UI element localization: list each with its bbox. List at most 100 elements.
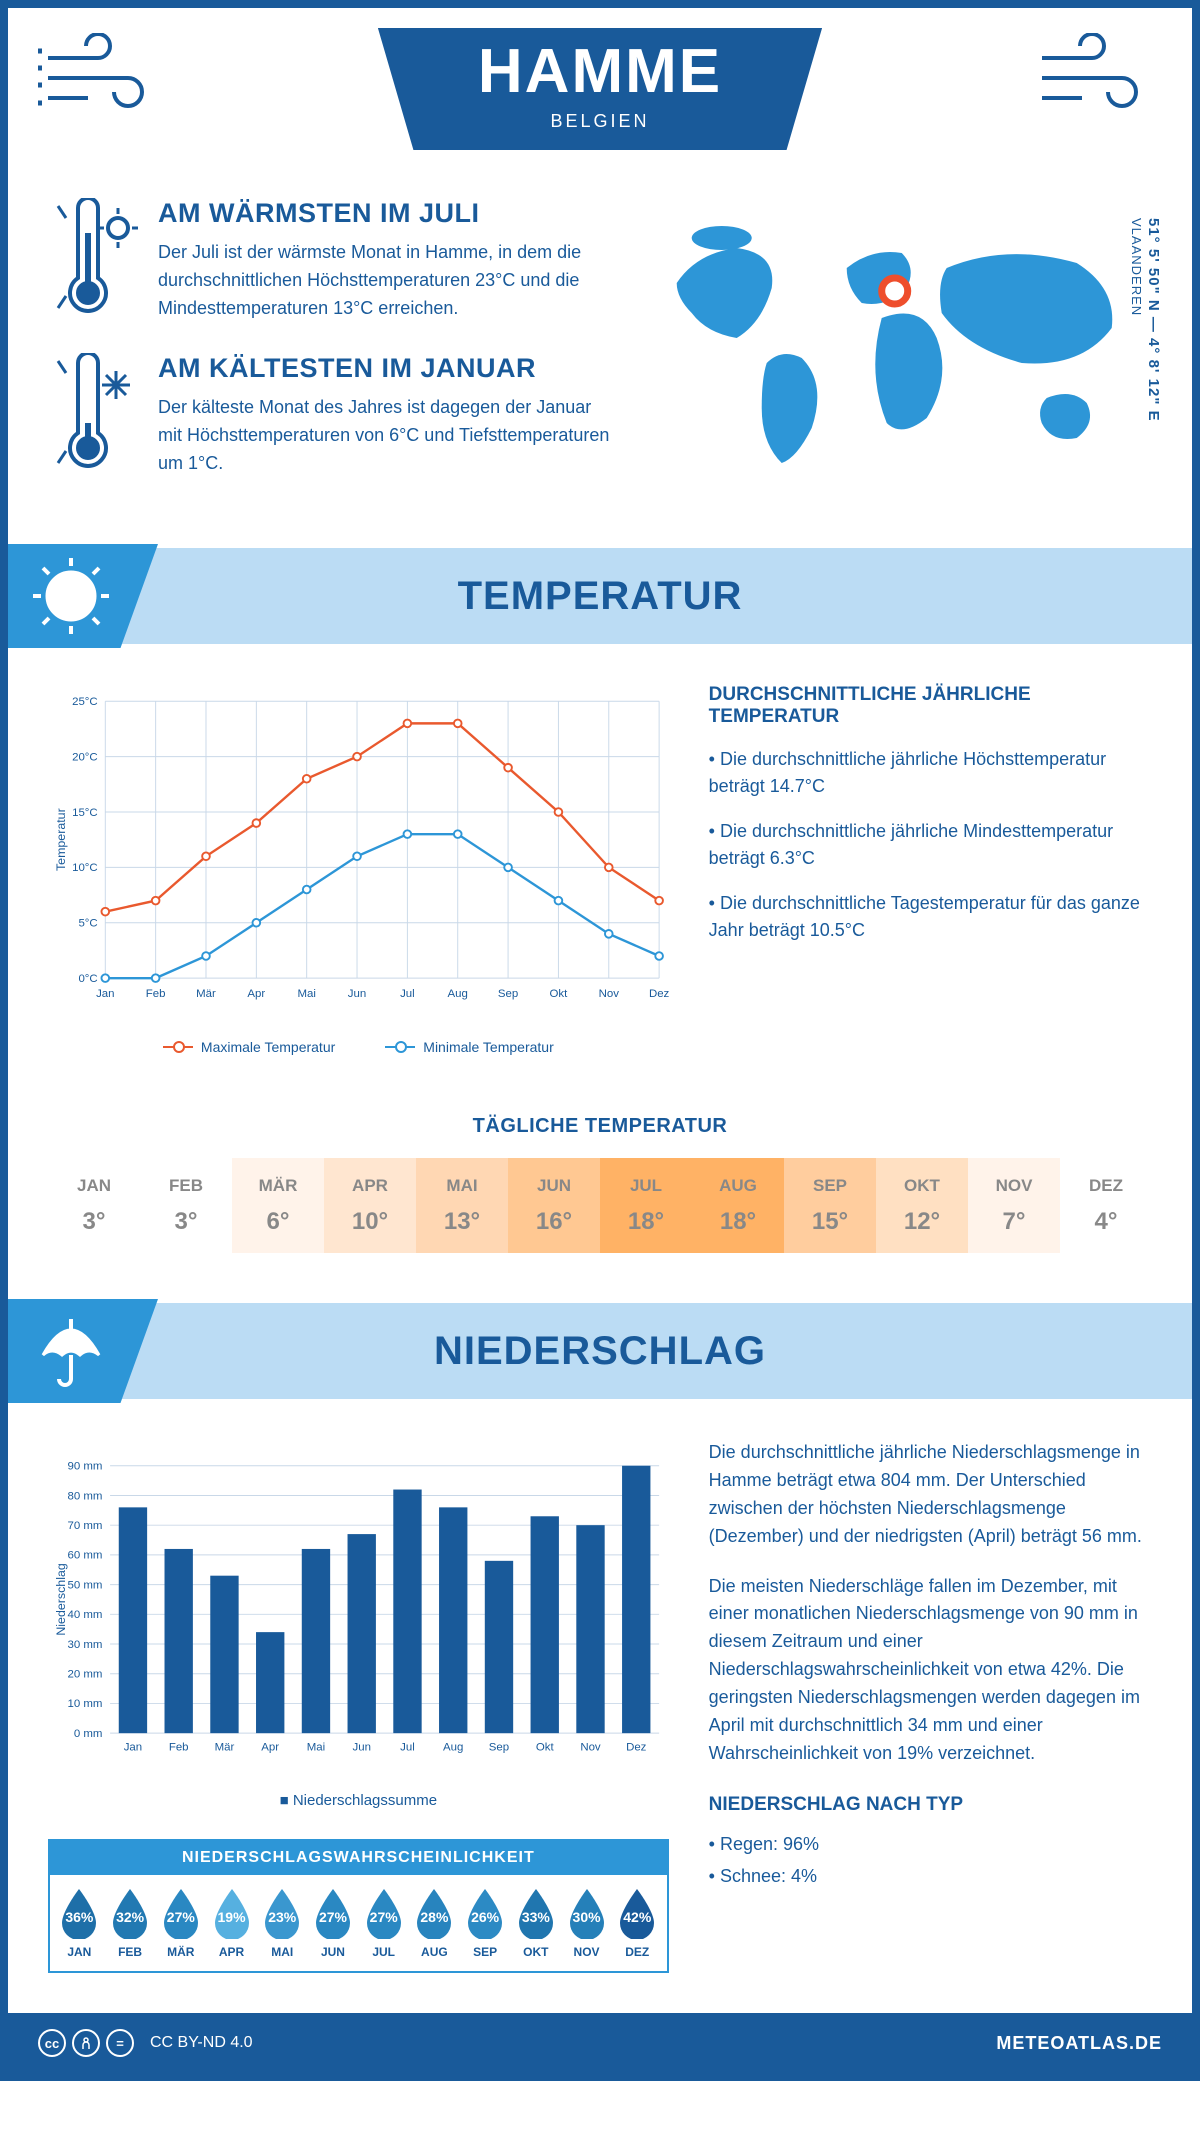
prob-cell: 36% JAN — [56, 1887, 103, 1959]
infographic-page: HAMME BELGIEN AM WÄRMSTEN IM JULI Der Ju… — [0, 0, 1200, 2081]
header: HAMME BELGIEN — [8, 8, 1192, 178]
daily-cell: MAI13° — [416, 1158, 508, 1253]
svg-text:Jul: Jul — [400, 1741, 415, 1753]
thermometer-cold-icon — [48, 353, 138, 478]
daily-cell: OKT12° — [876, 1158, 968, 1253]
city-title: HAMME — [478, 36, 722, 107]
daily-temp-table: JAN3°FEB3°MÄR6°APR10°MAI13°JUN16°JUL18°A… — [48, 1158, 1152, 1253]
svg-text:Okt: Okt — [550, 988, 569, 1000]
prob-cell: 30% NOV — [563, 1887, 610, 1959]
svg-text:10°C: 10°C — [72, 862, 98, 874]
precip-probability-box: NIEDERSCHLAGSWAHRSCHEINLICHKEIT 36% JAN … — [48, 1839, 669, 1973]
temperature-banner: TEMPERATUR — [8, 548, 1192, 644]
svg-text:20°C: 20°C — [72, 751, 98, 763]
svg-text:25°C: 25°C — [72, 696, 98, 708]
prob-cell: 27% JUN — [310, 1887, 357, 1959]
svg-text:Temperatur: Temperatur — [54, 808, 68, 871]
prob-cell: 19% APR — [208, 1887, 255, 1959]
svg-text:30 mm: 30 mm — [67, 1639, 102, 1651]
precip-title: NIEDERSCHLAG — [434, 1329, 766, 1374]
svg-text:0 mm: 0 mm — [74, 1728, 103, 1740]
svg-text:90 mm: 90 mm — [67, 1461, 102, 1473]
svg-text:Apr: Apr — [247, 988, 265, 1000]
svg-text:Sep: Sep — [498, 988, 518, 1000]
svg-text:Mär: Mär — [196, 988, 216, 1000]
svg-text:Feb: Feb — [169, 1741, 189, 1753]
svg-text:5°C: 5°C — [78, 918, 97, 930]
svg-text:70 mm: 70 mm — [67, 1520, 102, 1532]
wind-icon — [38, 33, 168, 128]
coldest-text: Der kälteste Monat des Jahres ist dagege… — [158, 394, 611, 478]
svg-text:15°C: 15°C — [72, 807, 98, 819]
svg-text:Mai: Mai — [297, 988, 315, 1000]
daily-cell: AUG18° — [692, 1158, 784, 1253]
svg-text:Jan: Jan — [96, 988, 114, 1000]
cc-icon: cc — [38, 2029, 66, 2057]
svg-text:Apr: Apr — [261, 1741, 279, 1753]
daily-cell: JUL18° — [600, 1158, 692, 1253]
svg-text:Sep: Sep — [489, 1741, 509, 1753]
svg-text:Aug: Aug — [448, 988, 468, 1000]
sun-icon — [8, 544, 158, 648]
svg-text:Mai: Mai — [307, 1741, 325, 1753]
prob-cell: 42% DEZ — [614, 1887, 661, 1959]
daily-cell: FEB3° — [140, 1158, 232, 1253]
svg-text:Dez: Dez — [649, 988, 669, 1000]
temperature-title: TEMPERATUR — [458, 574, 743, 619]
precip-banner: NIEDERSCHLAG — [8, 1303, 1192, 1399]
by-icon — [72, 2029, 100, 2057]
svg-text:Okt: Okt — [536, 1741, 555, 1753]
temperature-summary: DURCHSCHNITTLICHE JÄHRLICHE TEMPERATUR •… — [709, 684, 1152, 1055]
daily-cell: DEZ4° — [1060, 1158, 1152, 1253]
svg-text:Jul: Jul — [400, 988, 415, 1000]
svg-text:80 mm: 80 mm — [67, 1490, 102, 1502]
warmest-title: AM WÄRMSTEN IM JULI — [158, 198, 611, 229]
daily-cell: APR10° — [324, 1158, 416, 1253]
chart-legend: Maximale Temperatur Minimale Temperatur — [48, 1039, 669, 1055]
license-badge: cc = CC BY-ND 4.0 — [38, 2029, 253, 2057]
temperature-chart: 0°C 5°C 10°C 15°C 20°C 25°C Jan Feb Mär Apr Mai Jun… — [48, 684, 669, 1055]
bar-legend: Niederschlagssumme — [48, 1792, 669, 1809]
warmest-text: Der Juli ist der wärmste Monat in Hamme,… — [158, 239, 611, 323]
prob-cell: 32% FEB — [107, 1887, 154, 1959]
precip-summary: Die durchschnittliche jährliche Niedersc… — [709, 1439, 1152, 1973]
svg-text:Aug: Aug — [443, 1741, 463, 1753]
prob-cell: 27% JUL — [360, 1887, 407, 1959]
svg-text:0°C: 0°C — [78, 973, 97, 985]
prob-cell: 26% SEP — [462, 1887, 509, 1959]
prob-cell: 33% OKT — [512, 1887, 559, 1959]
site-name: METEOATLAS.DE — [996, 2033, 1162, 2054]
prob-cell: 28% AUG — [411, 1887, 458, 1959]
svg-text:10 mm: 10 mm — [67, 1698, 102, 1710]
nd-icon: = — [106, 2029, 134, 2057]
world-map: 51° 5' 50" N — 4° 8' 12" E VLAANDEREN — [641, 198, 1152, 508]
svg-text:50 mm: 50 mm — [67, 1579, 102, 1591]
daily-cell: JAN3° — [48, 1158, 140, 1253]
svg-text:Jun: Jun — [352, 1741, 370, 1753]
svg-text:Mär: Mär — [215, 1741, 235, 1753]
daily-temp-title: TÄGLICHE TEMPERATUR — [8, 1115, 1192, 1138]
info-section: AM WÄRMSTEN IM JULI Der Juli ist der wär… — [8, 178, 1192, 548]
svg-text:Feb: Feb — [146, 988, 166, 1000]
precip-bar-chart: 0 mm10 mm20 mm30 mm40 mm50 mm60 mm70 mm8… — [48, 1439, 669, 1779]
umbrella-icon — [8, 1299, 158, 1403]
svg-text:Nov: Nov — [599, 988, 620, 1000]
footer: cc = CC BY-ND 4.0 METEOATLAS.DE — [8, 2013, 1192, 2073]
coordinates: 51° 5' 50" N — 4° 8' 12" E VLAANDEREN — [1128, 218, 1162, 422]
coldest-title: AM KÄLTESTEN IM JANUAR — [158, 353, 611, 384]
svg-text:Jan: Jan — [124, 1741, 142, 1753]
daily-cell: NOV7° — [968, 1158, 1060, 1253]
svg-text:Niederschlag: Niederschlag — [54, 1563, 68, 1636]
svg-text:Dez: Dez — [626, 1741, 647, 1753]
coldest-block: AM KÄLTESTEN IM JANUAR Der kälteste Mona… — [48, 353, 611, 478]
svg-text:20 mm: 20 mm — [67, 1669, 102, 1681]
daily-cell: JUN16° — [508, 1158, 600, 1253]
svg-text:Jun: Jun — [348, 988, 366, 1000]
daily-cell: MÄR6° — [232, 1158, 324, 1253]
prob-cell: 23% MAI — [259, 1887, 306, 1959]
daily-cell: SEP15° — [784, 1158, 876, 1253]
thermometer-hot-icon — [48, 198, 138, 323]
prob-cell: 27% MÄR — [157, 1887, 204, 1959]
wind-icon — [1032, 33, 1162, 128]
svg-text:60 mm: 60 mm — [67, 1550, 102, 1562]
